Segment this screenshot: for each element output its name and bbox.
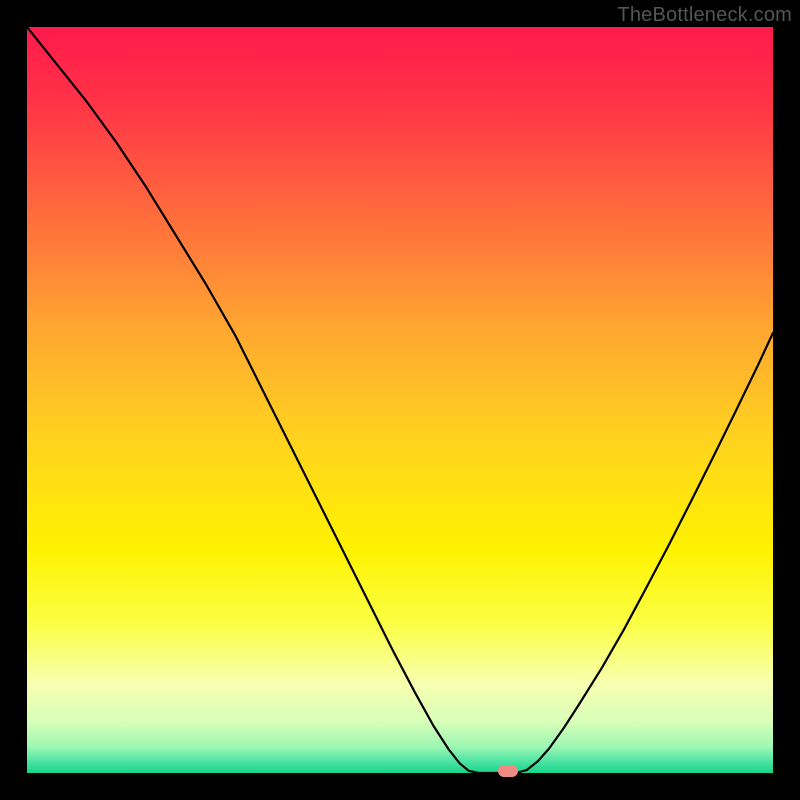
plot-svg: [27, 27, 773, 773]
watermark-text: TheBottleneck.com: [617, 4, 792, 27]
minimum-marker: [498, 765, 518, 777]
chart-frame: TheBottleneck.com: [0, 0, 800, 800]
plot-area: [27, 27, 773, 773]
gradient-background: [27, 27, 773, 773]
